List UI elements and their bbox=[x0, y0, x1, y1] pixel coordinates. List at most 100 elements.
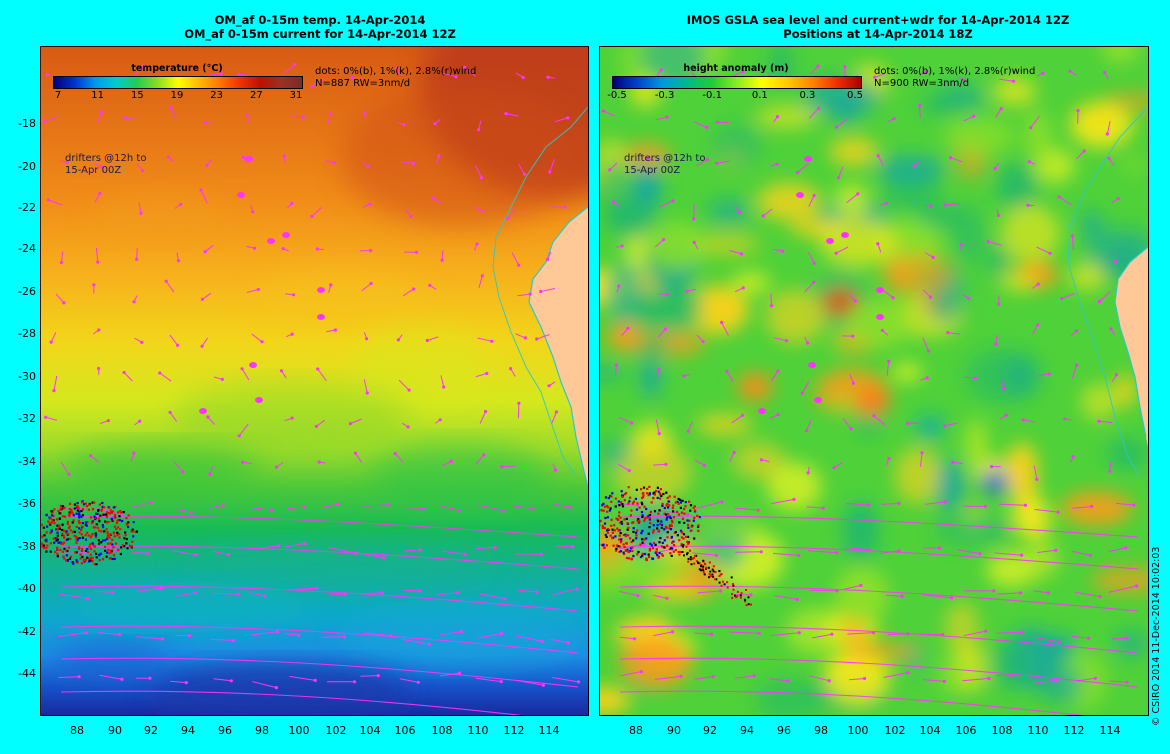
temperature-map-panel[interactable]: temperature (°C) 7 11 15 19 23 27 31 dots: 0%(… bbox=[40, 46, 589, 716]
vector-head bbox=[686, 512, 690, 516]
drifter-point bbox=[80, 515, 83, 518]
drifter-point bbox=[78, 531, 81, 534]
drifter-point bbox=[69, 555, 73, 558]
drifter-point bbox=[658, 509, 661, 512]
drifter-point bbox=[97, 508, 100, 512]
drifter-point bbox=[679, 506, 682, 509]
vector-head bbox=[682, 374, 686, 378]
drifter-point bbox=[629, 537, 632, 540]
vector-head bbox=[193, 591, 197, 595]
drifter-point bbox=[707, 566, 710, 569]
drifter-point bbox=[647, 553, 650, 556]
vector-head bbox=[776, 413, 780, 417]
vector-head bbox=[369, 248, 373, 253]
drifter-point bbox=[682, 537, 685, 540]
drifter-point bbox=[89, 553, 92, 556]
drifter-point bbox=[624, 549, 627, 552]
vector-head bbox=[711, 675, 715, 679]
vector-head bbox=[752, 674, 756, 678]
drifter-point bbox=[56, 534, 59, 537]
drifter-point bbox=[42, 544, 45, 547]
current-streamline bbox=[619, 657, 1139, 688]
drifter-point bbox=[723, 583, 726, 586]
drifter-point bbox=[107, 542, 110, 545]
vector-head bbox=[301, 115, 305, 120]
drifter-point bbox=[97, 517, 100, 520]
drifter-point bbox=[105, 513, 108, 516]
drifter-point bbox=[649, 542, 652, 545]
vector-head bbox=[122, 370, 126, 375]
drifter-point bbox=[81, 536, 84, 539]
drifter-point bbox=[78, 527, 81, 530]
current-streamline bbox=[60, 545, 579, 570]
drifter-point bbox=[656, 524, 659, 527]
drifter-point bbox=[102, 526, 105, 529]
vector-head bbox=[531, 507, 535, 511]
drifter-point bbox=[127, 525, 130, 529]
current-vector bbox=[169, 412, 178, 422]
drifter-point bbox=[51, 518, 54, 521]
current-vector bbox=[249, 592, 265, 597]
drifter-point bbox=[86, 551, 90, 554]
drifter-point bbox=[736, 590, 739, 593]
drifter-point bbox=[652, 529, 655, 532]
vector-head bbox=[333, 328, 337, 332]
drifter-point bbox=[722, 580, 724, 583]
current-vector bbox=[517, 589, 537, 593]
drifter-point bbox=[666, 496, 669, 499]
drifter-point bbox=[112, 506, 115, 509]
current-vector bbox=[686, 288, 697, 292]
vector-head bbox=[62, 301, 66, 305]
drifter-point bbox=[627, 534, 630, 537]
vector-head bbox=[481, 209, 485, 213]
drifter-point bbox=[643, 538, 646, 541]
drifter-point bbox=[658, 541, 661, 544]
drifter-point bbox=[87, 508, 90, 511]
current-vector bbox=[944, 422, 958, 427]
current-vector bbox=[479, 593, 505, 600]
drifter-point bbox=[690, 563, 693, 566]
vector-head bbox=[84, 631, 88, 635]
drifter-note-line1: drifters @12h to bbox=[65, 153, 147, 164]
drifter-point bbox=[90, 534, 93, 537]
drifter-point bbox=[82, 559, 85, 562]
vector-head bbox=[949, 596, 954, 600]
drifter-point bbox=[695, 554, 698, 557]
vector-head bbox=[45, 73, 49, 77]
drifter-point bbox=[73, 534, 76, 537]
current-vector bbox=[810, 589, 838, 592]
vector-head bbox=[601, 109, 605, 113]
drifter-point bbox=[697, 561, 700, 564]
x-tick-label: 108 bbox=[431, 724, 453, 737]
drifter-point bbox=[135, 530, 139, 533]
current-vector bbox=[1108, 585, 1137, 593]
drifter-point bbox=[655, 550, 658, 553]
drifter-point bbox=[702, 569, 705, 572]
current-vector bbox=[772, 248, 783, 252]
current-vector bbox=[963, 376, 976, 379]
drifter-point bbox=[624, 533, 627, 536]
drifter-point bbox=[666, 502, 669, 506]
vector-head bbox=[887, 359, 891, 363]
sea-level-map-panel[interactable]: height anomaly (m) -0.5 -0.3 -0.1 0.1 0.3 0.5… bbox=[599, 46, 1149, 716]
legend-line2: N=887 RW=3nm/d bbox=[315, 78, 411, 89]
vector-head bbox=[665, 115, 669, 119]
current-vector bbox=[507, 208, 518, 219]
vector-head bbox=[411, 287, 416, 291]
vector-head bbox=[756, 508, 760, 512]
drifter-point bbox=[636, 502, 639, 505]
drifter-point bbox=[103, 530, 106, 533]
drifter-point bbox=[692, 506, 695, 509]
vector-head bbox=[626, 326, 630, 330]
current-vector bbox=[328, 547, 356, 554]
vector-head bbox=[501, 509, 505, 513]
current-vector bbox=[554, 117, 568, 123]
drifter-point bbox=[80, 528, 83, 532]
drifter-point bbox=[734, 594, 736, 597]
drifter-point bbox=[688, 519, 691, 522]
current-vector bbox=[478, 275, 483, 289]
drifter-point bbox=[668, 495, 671, 498]
drifter-point bbox=[99, 514, 102, 517]
drifter-point bbox=[672, 540, 675, 543]
drifter-point bbox=[116, 531, 119, 534]
